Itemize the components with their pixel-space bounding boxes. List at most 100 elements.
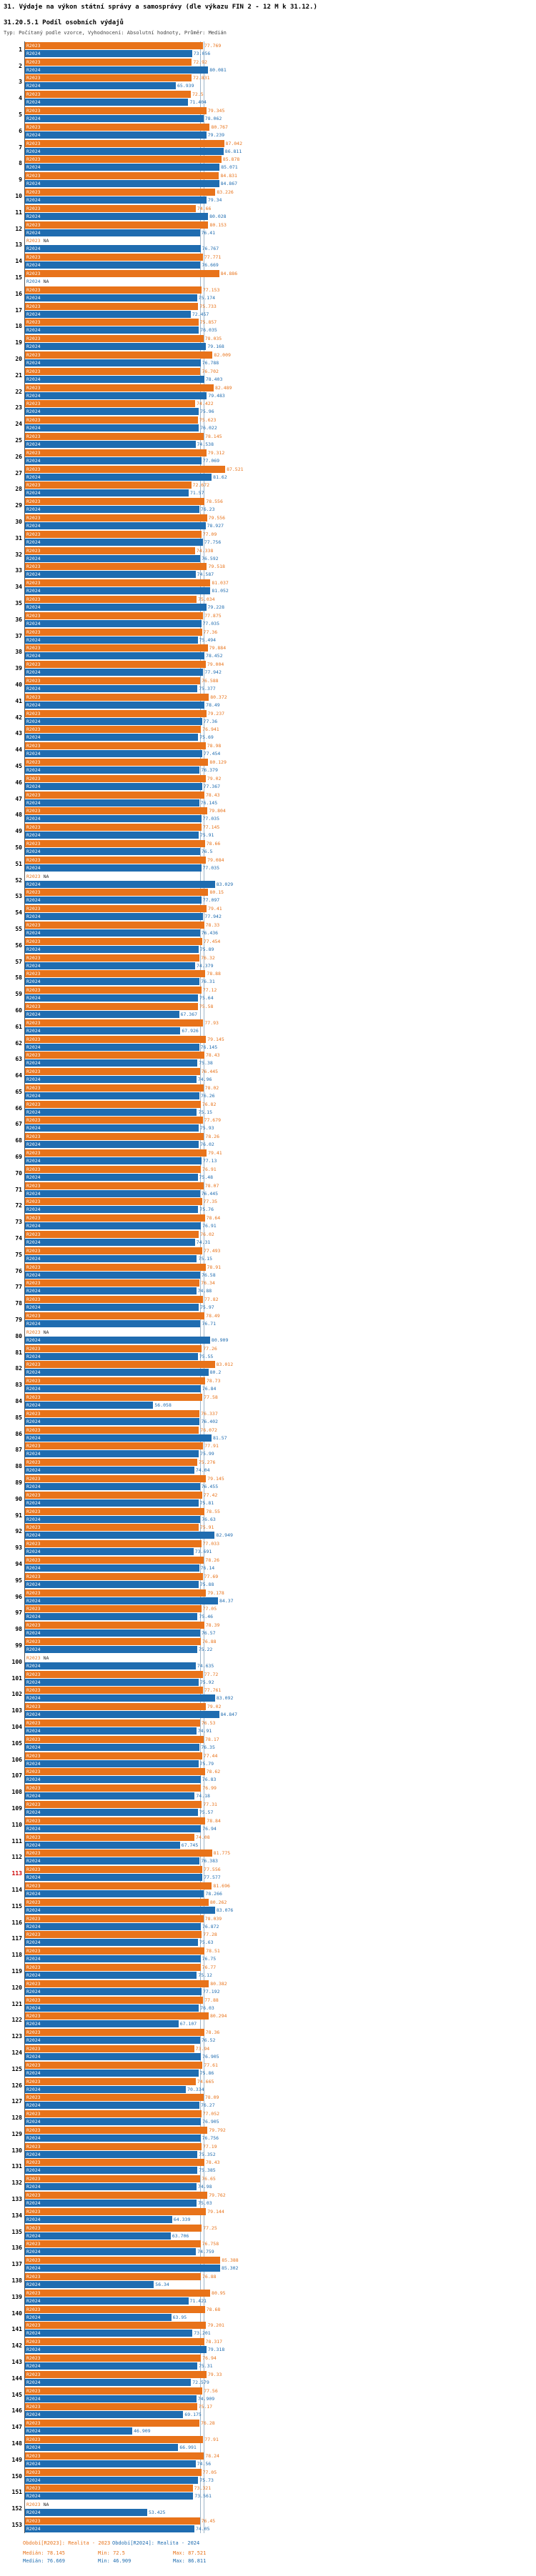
report-header: 31. Výdaje na výkon státní správy a samo… <box>0 0 536 36</box>
r2024-bar: R2024 <box>25 1254 197 1262</box>
row-index: 93 <box>15 1544 22 1552</box>
series-label-r2024: R2024 <box>26 262 41 269</box>
chart-row: 57 R2023 76.32 R2024 74.379 <box>3 953 536 970</box>
series-label-r2024: R2024 <box>26 1760 41 1767</box>
series-label-r2024: R2024 <box>26 246 41 252</box>
row-bars: R2023 79.33 R2024 72.579 <box>24 2370 536 2387</box>
r2023-bar: R2023 <box>25 1980 209 1987</box>
value-label-r2024: 81.052 <box>212 588 229 594</box>
bar-line-r2024: R2024 75.38 <box>25 1059 536 1067</box>
value-label-r2024: 76.788 <box>202 360 219 366</box>
series-label-r2024: R2024 <box>26 116 41 122</box>
row-index: 102 <box>11 1691 22 1698</box>
series-label-r2024: R2024 <box>26 2037 41 2044</box>
bar-line-r2023: R2023 72.831 <box>25 74 536 82</box>
row-bars: R2023 84.886 R2024 NA <box>24 269 536 286</box>
series-label-r2024: R2024 <box>26 555 41 561</box>
series-label-r2023: R2023 <box>26 987 41 994</box>
bar-line-r2023: R2023 80.15 <box>25 889 536 897</box>
row-index: 130 <box>11 2147 22 2154</box>
series-label-r2024: R2024 <box>26 881 41 887</box>
row-index: 33 <box>15 567 22 574</box>
bar-line-r2023: R2023 75.91 <box>25 1524 536 1532</box>
r2024-bar: R2024 <box>25 1450 199 1458</box>
value-label-r2023: 76.82 <box>202 1101 217 1107</box>
bar-line-r2024: R2024 65.939 <box>25 82 536 90</box>
row-bars: R2023 77.82 R2024 75.97 <box>24 1295 536 1312</box>
value-label-r2023: 78.51 <box>206 1948 220 1955</box>
r2024-bar: R2024 <box>25 2215 172 2223</box>
value-label-r2023: 78.84 <box>207 1817 221 1824</box>
row-bars: R2023 77.05 R2024 75.73 <box>24 2467 536 2485</box>
r2023-bar: R2023 <box>25 58 192 66</box>
value-label-r2024: 75.76 <box>199 1207 214 1213</box>
value-label-r2024: 72.457 <box>192 311 209 317</box>
bar-line-r2023: R2023 78.26 <box>25 1133 536 1141</box>
row-bars: R2023 79.518 R2024 74.587 <box>24 562 536 579</box>
bar-line-r2024: R2024 67.926 <box>25 1027 536 1034</box>
row-bars: R2023 77.145 R2024 75.91 <box>24 823 536 840</box>
value-label-r2024: 78.062 <box>204 116 222 122</box>
row-bars: R2023 77.12 R2024 75.64 <box>24 986 536 1003</box>
value-label-r2024: 75.69 <box>199 734 214 741</box>
value-label-r2023: 82.009 <box>214 352 231 359</box>
value-label-r2024: 75.97 <box>200 1304 214 1311</box>
value-label-r2024: 76.02 <box>200 1142 214 1148</box>
series-label-r2023: R2023 <box>26 173 41 179</box>
chart-row: 52 R2023 NA R2024 83.029 <box>3 872 536 889</box>
series-label-r2024: R2024 <box>26 1842 41 1848</box>
row-bars: R2023 78.98 R2024 77.454 <box>24 742 536 759</box>
bar-line-r2024: R2024 75.352 <box>25 2150 536 2158</box>
value-label-r2023: 77.145 <box>202 824 220 831</box>
value-label-r2024: 79.239 <box>207 131 225 138</box>
legend-item-r2023: Období[R2023]: Realita - 2023 <box>23 2540 111 2546</box>
r2023-bar: R2023 <box>25 1524 199 1532</box>
series-label-r2024: R2024 <box>26 2379 41 2385</box>
series-label-r2024: R2024 <box>26 1907 41 1913</box>
row-bars: R2023 74.66 R2024 80.028 <box>24 204 536 221</box>
r2023-bar: R2023 <box>25 1507 205 1515</box>
r2023-bar: R2023 <box>25 1931 202 1939</box>
series-label-r2024: R2024 <box>26 1077 41 1083</box>
page-title: 31. Výdaje na výkon státní správy a samo… <box>4 4 317 11</box>
chart-row: 148 R2023 77.91 R2024 66.991 <box>3 2435 536 2452</box>
value-label-r2023: 75.91 <box>199 1524 214 1531</box>
r2023-bar: R2023 <box>25 937 202 945</box>
bar-line-r2023: R2023 77.56 <box>25 2387 536 2395</box>
value-label-r2024: 63.706 <box>172 2232 189 2239</box>
value-label-r2024: 74.88 <box>197 1288 212 1294</box>
bar-chart: 1 R2023 77.769 R2024 73.056 2 R2023 72.92 R2024 8… <box>3 41 536 2533</box>
chart-row: 132 R2023 76.65 R2024 74.98 <box>3 2175 536 2192</box>
series-label-r2024: R2024 <box>26 1142 41 1148</box>
series-label-r2023: R2023 <box>26 840 41 847</box>
row-bars: R2023 77.05 R2024 75.46 <box>24 1604 536 1622</box>
value-label-r2024: 75.96 <box>200 409 214 415</box>
value-label-r2023: 77.93 <box>204 1019 219 1026</box>
bar-line-r2023: R2023 80.153 <box>25 221 536 229</box>
bar-line-r2024: R2024 75.48 <box>25 1173 536 1181</box>
r2024-bar: R2024 <box>25 2346 207 2354</box>
bar-line-r2024: R2024 75.73 <box>25 2476 536 2484</box>
series-label-r2023: R2023 <box>26 1997 41 2003</box>
r2024-bar: R2024 <box>25 1939 199 1947</box>
series-label-r2024: R2024 <box>26 979 41 985</box>
bar-line-r2024: R2024 75.22 <box>25 1645 536 1653</box>
r2024-bar: R2024 <box>25 1564 199 1572</box>
row-bars: R2023 72.5 R2024 71.404 <box>24 90 536 107</box>
bar-line-r2024: R2024 74.91 <box>25 1727 536 1734</box>
r2024-bar: R2024 <box>25 2085 187 2093</box>
series-label-r2024: R2024 <box>26 1988 41 1995</box>
value-label-r2023: 80.129 <box>209 759 227 765</box>
row-bars: R2023 75.276 R2024 74.04 <box>24 1458 536 1475</box>
chart-row: 23 R2023 74.422 R2024 75.96 <box>3 399 536 416</box>
chart-row: 64 R2023 76.445 R2024 74.96 <box>3 1067 536 1084</box>
bar-line-r2024: R2024 79.483 <box>25 391 536 399</box>
chart-row: 146 R2023 75.17 R2024 69.175 <box>3 2402 536 2420</box>
value-label-r2023: 78.317 <box>205 2339 223 2345</box>
value-label-r2024: 72.579 <box>192 2379 209 2385</box>
row-bars: R2023 78.73 R2024 76.84 <box>24 1377 536 1394</box>
row-index: 9 <box>19 176 22 184</box>
r2024-bar: R2024 <box>25 2444 179 2452</box>
r2024-bar: R2024 <box>25 2037 200 2045</box>
series-label-r2024: R2024 <box>26 816 41 822</box>
